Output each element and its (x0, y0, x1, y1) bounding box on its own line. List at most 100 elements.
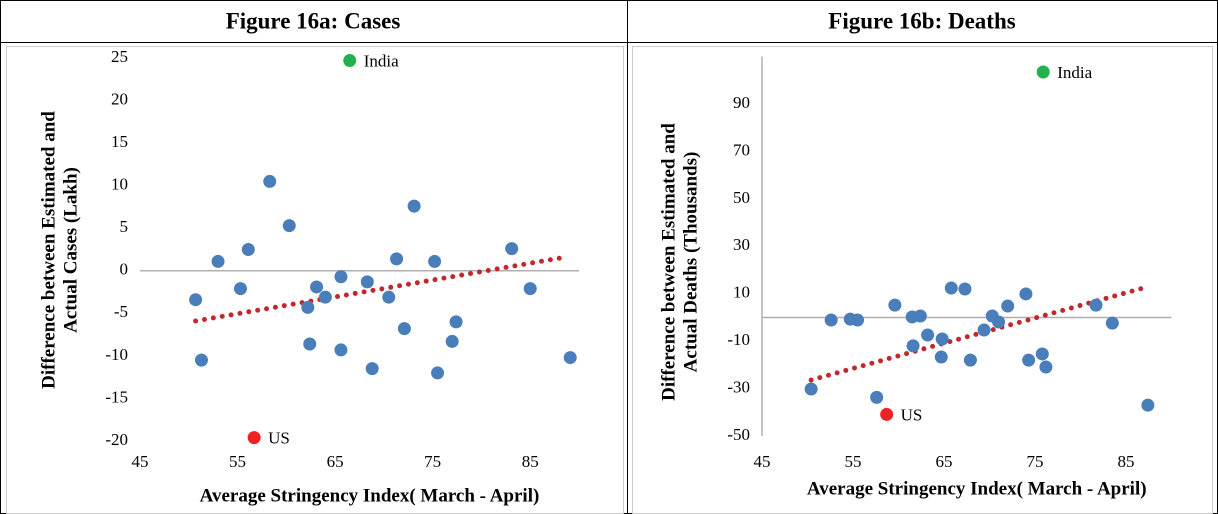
point (906, 339, 920, 353)
y-tick-label: 15 (111, 132, 128, 151)
point (310, 280, 324, 294)
y-tick-label: 20 (111, 89, 128, 108)
y-tick-label: 70 (733, 140, 750, 159)
chart-title: Figure 16b: Deaths (828, 8, 1015, 33)
point (263, 174, 277, 188)
y-axis-title: Difference between Estimated and (38, 111, 59, 389)
point (888, 298, 902, 312)
x-axis-title: Average Stringency Index( March - April) (807, 478, 1147, 499)
point (934, 350, 948, 364)
point (505, 242, 519, 256)
x-tick-label: 45 (754, 452, 771, 471)
point (445, 334, 459, 348)
point-label: India (364, 51, 399, 70)
point (382, 290, 396, 304)
point (397, 322, 411, 336)
y-tick-label: -50 (727, 425, 750, 444)
y-axis-title: Actual Cases (Lakh) (60, 167, 81, 333)
point (189, 293, 203, 307)
point (334, 270, 348, 284)
y-tick-label: 90 (733, 93, 750, 112)
y-tick-label: 10 (733, 283, 750, 302)
point-label: US (268, 429, 290, 448)
plot-frame (6, 46, 624, 514)
point (343, 54, 357, 68)
y-tick-label: -15 (105, 387, 128, 406)
point (958, 282, 972, 296)
point (523, 282, 537, 296)
y-axis-title: Actual Deaths (Thousands) (680, 152, 701, 373)
point (563, 351, 577, 365)
point (211, 254, 225, 268)
point (1089, 298, 1103, 312)
point (449, 315, 463, 329)
point (301, 300, 315, 314)
point (880, 407, 894, 421)
point (944, 281, 958, 295)
point-label: US (901, 405, 923, 424)
x-tick-label: 65 (936, 452, 953, 471)
point (318, 290, 332, 304)
y-tick-label: -5 (114, 302, 128, 321)
point (247, 431, 261, 445)
point (935, 332, 949, 346)
x-tick-label: 75 (424, 452, 441, 471)
point (870, 390, 884, 404)
point (241, 243, 255, 256)
point (1001, 299, 1015, 313)
trendline (193, 254, 568, 324)
point (804, 382, 818, 396)
point (1022, 353, 1036, 367)
point (233, 282, 247, 296)
point (431, 366, 445, 380)
point (977, 323, 991, 337)
point (390, 252, 404, 266)
point (963, 353, 977, 367)
point (1141, 398, 1155, 412)
point (194, 353, 208, 367)
y-tick-label: -10 (727, 330, 750, 349)
point (407, 199, 421, 213)
point (1105, 316, 1119, 330)
x-tick-label: 45 (132, 452, 149, 471)
point (992, 315, 1006, 329)
x-tick-label: 85 (522, 452, 539, 471)
y-axis-title: Difference between Estimated and (658, 123, 679, 401)
plot-frame (632, 46, 1213, 514)
point (1019, 287, 1033, 301)
point (334, 343, 348, 357)
point (824, 313, 838, 327)
x-tick-label: 55 (845, 452, 862, 471)
point (365, 362, 379, 376)
x-axis-title: Average Stringency Index( March - April) (200, 485, 540, 506)
point (851, 313, 865, 327)
trendline (808, 285, 1146, 383)
point (921, 328, 935, 342)
point (1035, 347, 1049, 361)
point (303, 337, 317, 351)
point (282, 219, 296, 233)
y-tick-label: 0 (120, 260, 129, 279)
chart-title: Figure 16a: Cases (226, 8, 401, 33)
x-tick-label: 55 (229, 452, 246, 471)
point (360, 275, 374, 289)
x-tick-label: 75 (1027, 452, 1044, 471)
y-tick-label: 5 (120, 217, 129, 236)
point (1039, 360, 1053, 374)
x-tick-label: 85 (1118, 452, 1135, 471)
y-tick-label: 30 (733, 235, 750, 254)
point (1036, 65, 1050, 79)
y-tick-label: -30 (727, 377, 750, 396)
point (913, 309, 927, 323)
y-tick-label: 25 (111, 47, 128, 66)
y-tick-label: -20 (105, 430, 128, 449)
x-tick-label: 65 (327, 452, 344, 471)
point-label: India (1057, 63, 1092, 82)
point (428, 254, 442, 268)
y-tick-label: -10 (105, 345, 128, 364)
y-tick-label: 50 (733, 188, 750, 207)
y-tick-label: 10 (111, 175, 128, 194)
